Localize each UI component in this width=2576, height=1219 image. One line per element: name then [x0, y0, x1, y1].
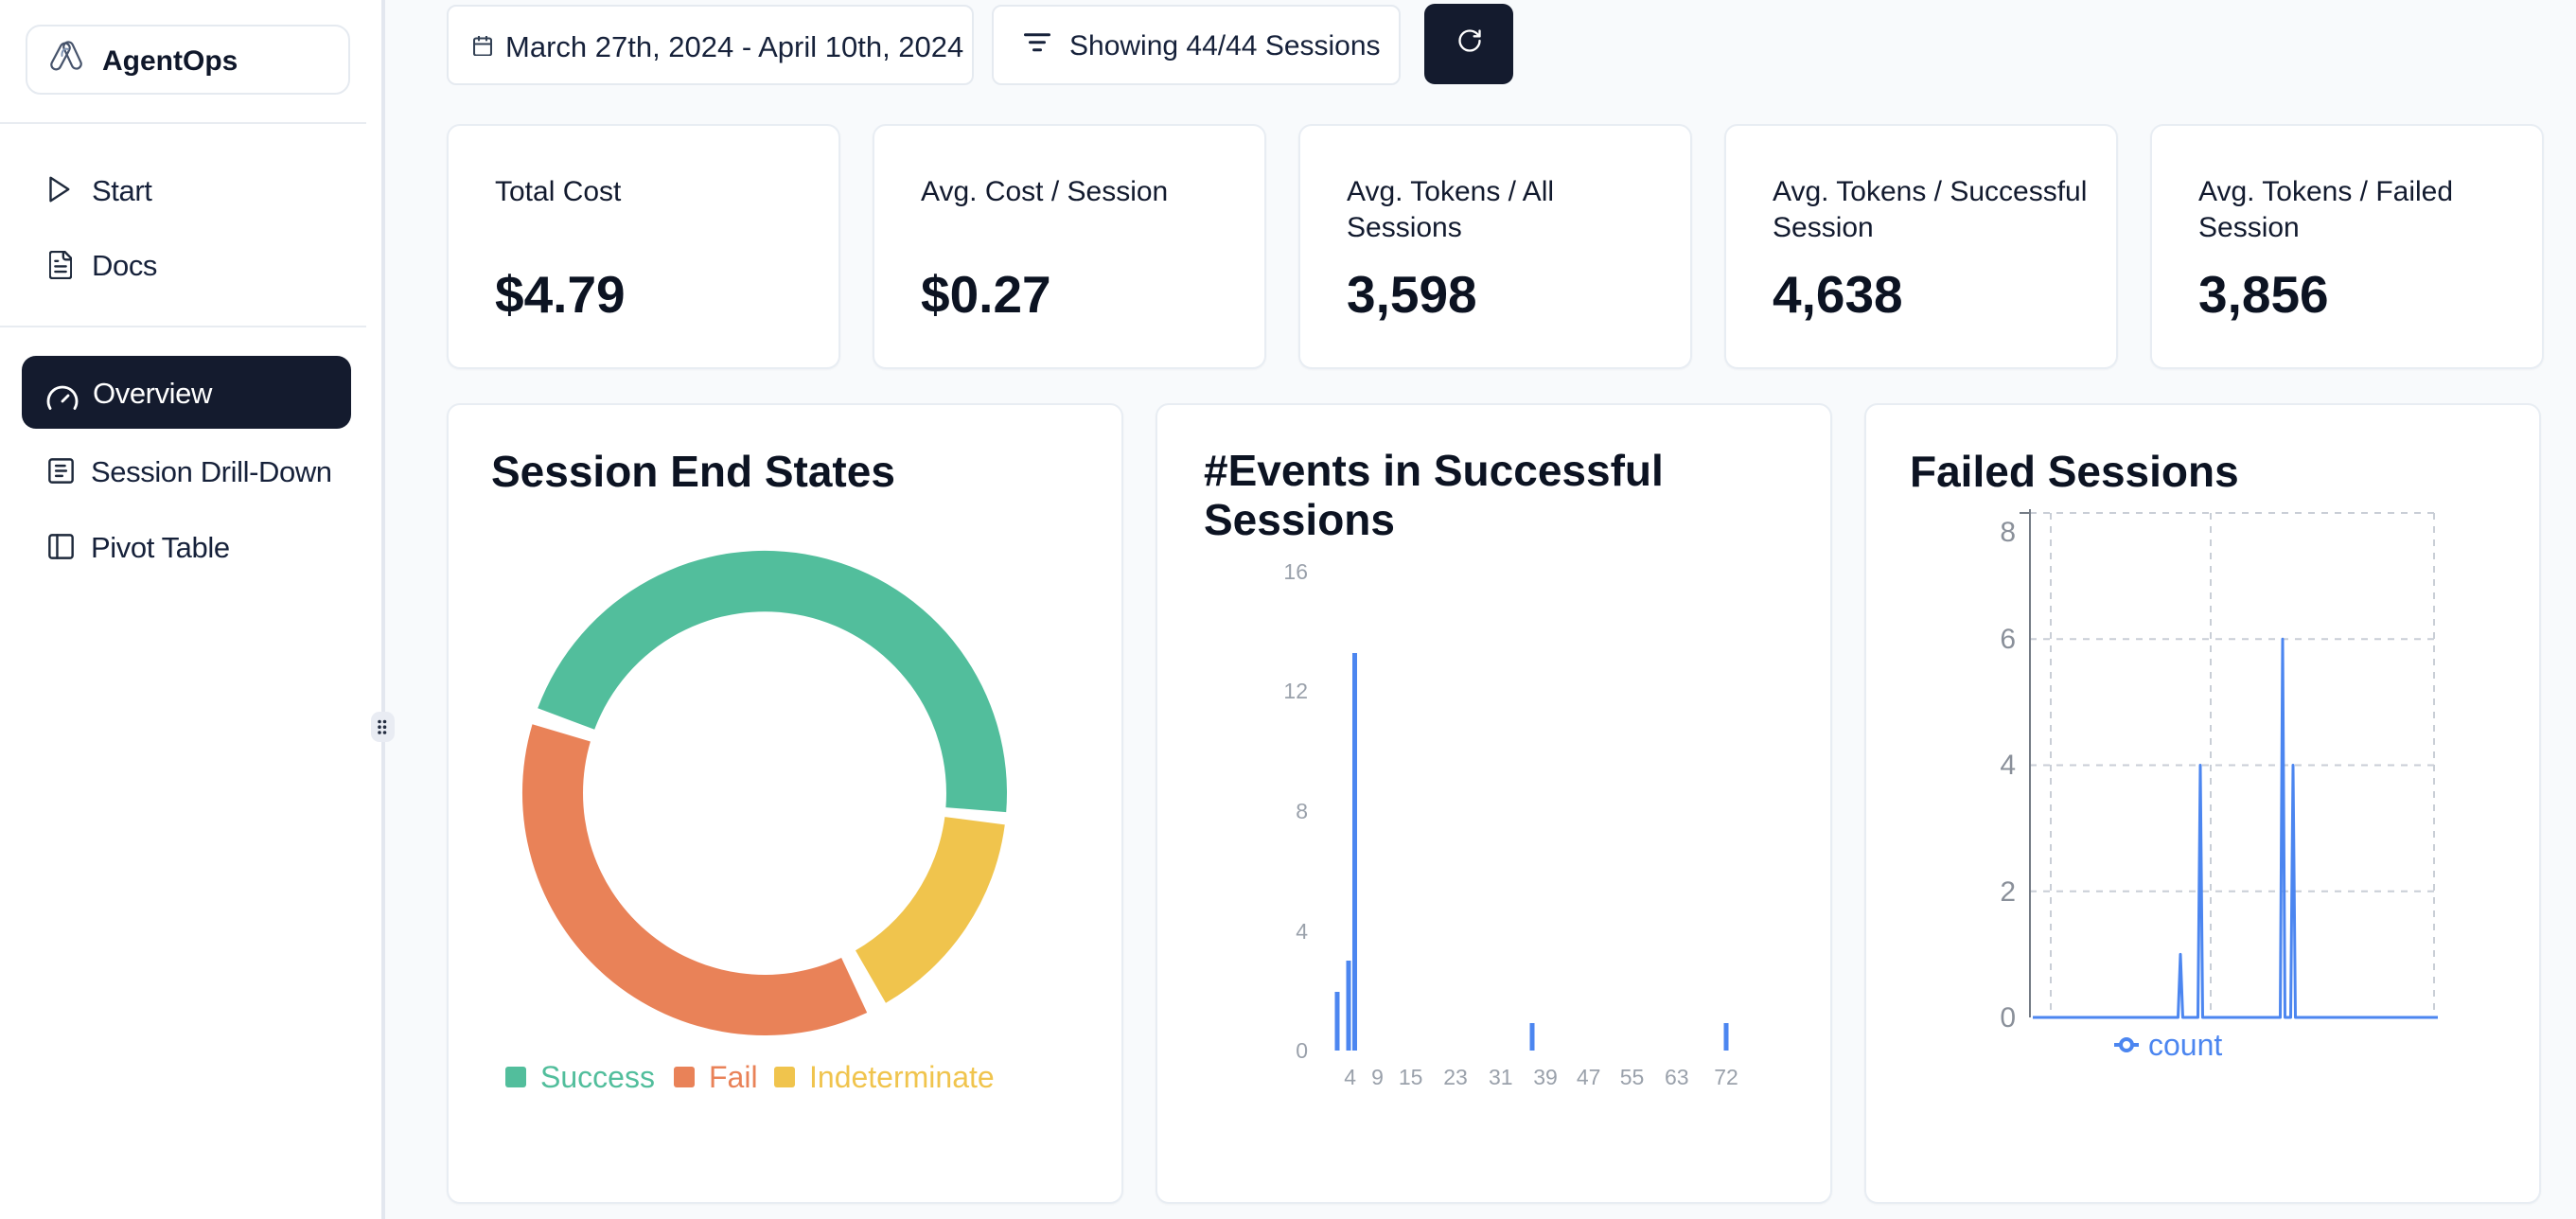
svg-text:47: 47	[1577, 1065, 1601, 1089]
svg-text:9: 9	[1371, 1065, 1384, 1089]
svg-text:72: 72	[1714, 1065, 1738, 1089]
svg-text:16: 16	[1283, 559, 1308, 584]
svg-text:15: 15	[1399, 1065, 1423, 1089]
svg-text:4: 4	[1344, 1065, 1356, 1089]
svg-text:4: 4	[2000, 750, 2016, 781]
svg-text:39: 39	[1533, 1065, 1558, 1089]
svg-text:count: count	[2148, 1028, 2222, 1062]
svg-text:0: 0	[1296, 1038, 1308, 1063]
svg-text:31: 31	[1489, 1065, 1513, 1089]
svg-text:8: 8	[1296, 799, 1308, 823]
svg-text:0: 0	[2000, 1002, 2016, 1034]
svg-text:55: 55	[1620, 1065, 1645, 1089]
svg-text:4: 4	[1296, 919, 1308, 944]
svg-text:8: 8	[2000, 517, 2016, 548]
svg-text:6: 6	[2000, 624, 2016, 655]
svg-text:23: 23	[1443, 1065, 1468, 1089]
svg-text:63: 63	[1665, 1065, 1689, 1089]
svg-text:12: 12	[1283, 679, 1308, 703]
svg-text:2: 2	[2000, 876, 2016, 908]
